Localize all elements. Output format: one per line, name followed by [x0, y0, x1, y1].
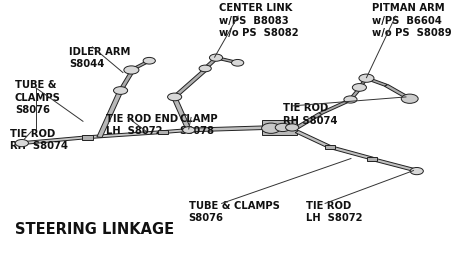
Text: IDLER ARM
S8044: IDLER ARM S8044	[69, 47, 130, 69]
Circle shape	[231, 59, 244, 66]
Circle shape	[210, 54, 223, 61]
Polygon shape	[21, 136, 88, 144]
Text: TIE ROD END
LH  S8072: TIE ROD END LH S8072	[107, 114, 179, 136]
Polygon shape	[384, 84, 408, 98]
Text: TIE ROD
RH  S8074: TIE ROD RH S8074	[10, 129, 68, 151]
Polygon shape	[319, 100, 350, 115]
Circle shape	[15, 140, 28, 147]
Polygon shape	[215, 57, 237, 63]
Polygon shape	[349, 90, 360, 100]
Circle shape	[410, 167, 423, 175]
Bar	[367, 157, 377, 161]
Text: CENTER LINK
w/PS  B8083
w/o PS  S8082: CENTER LINK w/PS B8083 w/o PS S8082	[219, 3, 299, 38]
Polygon shape	[87, 131, 163, 139]
Text: TIE ROD
LH  S8072: TIE ROD LH S8072	[306, 201, 363, 223]
Polygon shape	[97, 90, 123, 138]
Polygon shape	[189, 126, 264, 132]
Polygon shape	[371, 158, 416, 171]
Circle shape	[352, 84, 366, 91]
Polygon shape	[173, 69, 207, 98]
Polygon shape	[365, 77, 387, 86]
Circle shape	[114, 87, 128, 94]
Circle shape	[143, 58, 155, 64]
Bar	[82, 135, 93, 140]
Circle shape	[286, 124, 299, 131]
Circle shape	[359, 74, 374, 82]
Text: TIE ROD
RH S8074: TIE ROD RH S8074	[283, 103, 337, 126]
Polygon shape	[118, 72, 133, 91]
Text: STEERING LINKAGE: STEERING LINKAGE	[15, 222, 174, 237]
Polygon shape	[358, 80, 366, 88]
Text: CLAMP
S8078: CLAMP S8078	[179, 114, 218, 136]
Text: TUBE & CLAMPS
S8076: TUBE & CLAMPS S8076	[189, 201, 280, 223]
Polygon shape	[163, 129, 189, 133]
Circle shape	[401, 94, 418, 103]
Polygon shape	[172, 98, 191, 130]
Circle shape	[262, 123, 281, 133]
Bar	[325, 145, 335, 149]
Circle shape	[344, 96, 357, 103]
Circle shape	[182, 127, 195, 133]
Text: TUBE &
CLAMPS
S8076: TUBE & CLAMPS S8076	[15, 80, 61, 115]
Polygon shape	[328, 146, 373, 160]
Bar	[262, 120, 297, 135]
Circle shape	[199, 65, 211, 72]
Polygon shape	[203, 59, 217, 69]
Text: PITMAN ARM
w/PS  B6604
w/o PS  S8089: PITMAN ARM w/PS B6604 w/o PS S8089	[372, 3, 452, 38]
Polygon shape	[130, 61, 148, 71]
Bar	[158, 130, 168, 134]
Polygon shape	[295, 113, 322, 128]
Circle shape	[168, 93, 182, 101]
Circle shape	[275, 123, 290, 132]
Circle shape	[124, 66, 139, 74]
Polygon shape	[295, 131, 331, 148]
